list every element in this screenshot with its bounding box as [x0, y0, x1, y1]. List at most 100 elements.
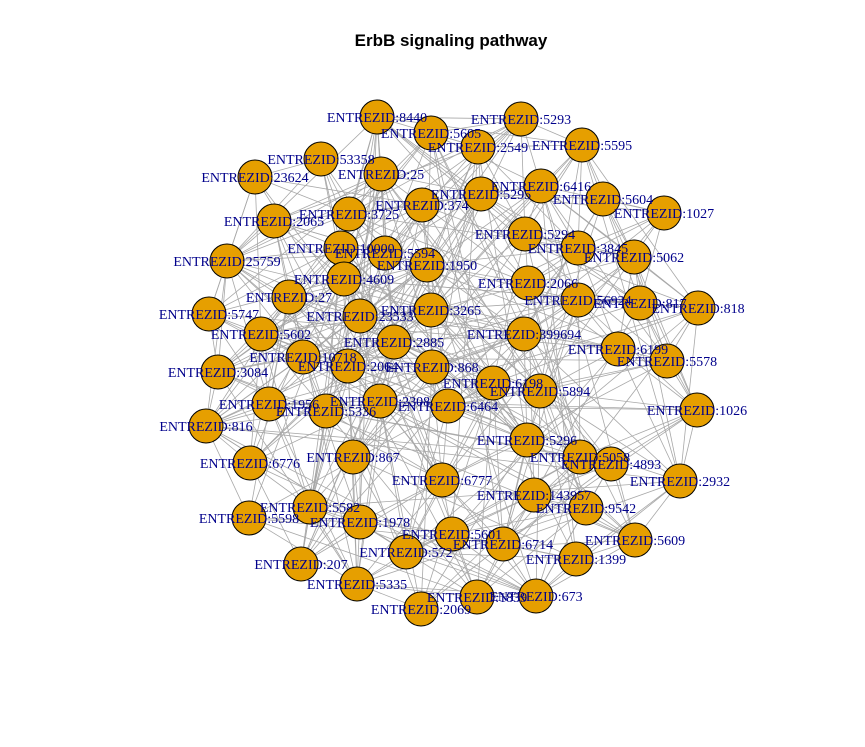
edge [405, 539, 636, 553]
node-label: ENTREZID:9542 [536, 502, 636, 517]
node-label: ENTREZID:2065 [224, 215, 324, 230]
network-node [243, 316, 279, 352]
node-label: ENTREZID:5609 [585, 534, 685, 549]
network-node [568, 490, 604, 526]
network-node [593, 446, 629, 482]
network-node [522, 373, 558, 409]
node-label: ENTREZID:868 [385, 361, 478, 376]
node-label: ENTREZID:2066 [478, 277, 578, 292]
edge [393, 341, 443, 481]
edge [441, 479, 587, 509]
node-label: ENTREZID:5598 [199, 512, 299, 527]
edge [540, 185, 699, 309]
node-label: ENTREZID:572 [359, 546, 452, 561]
edge [226, 213, 350, 262]
node-label: ENTREZID:5594 [335, 247, 435, 262]
node-label: ENTREZID:374 [375, 199, 468, 214]
edge [356, 583, 537, 597]
network-node [367, 235, 403, 271]
network-node [292, 489, 328, 525]
network-node [463, 176, 499, 212]
network-node [509, 422, 545, 458]
edge [226, 116, 378, 262]
node-label: ENTREZID:5582 [260, 501, 360, 516]
network-node [200, 354, 236, 390]
network-node [413, 292, 449, 328]
edge [309, 480, 681, 508]
edge [226, 260, 304, 358]
node-label: ENTREZID:6198 [443, 377, 543, 392]
node-label: ENTREZID:3084 [168, 366, 268, 381]
node-label: ENTREZID:5296 [477, 434, 577, 449]
network-node [616, 239, 652, 275]
edge [208, 204, 423, 315]
edge [379, 307, 699, 402]
node-label: ENTREZID:6464 [398, 400, 498, 415]
network-node [342, 504, 378, 540]
network-node [434, 516, 470, 552]
network-node [507, 216, 543, 252]
edge [384, 252, 541, 392]
edge [523, 333, 587, 509]
edge [376, 116, 522, 120]
node-label: ENTREZID:5294 [475, 228, 575, 243]
network-node [646, 195, 682, 231]
node-label: ENTREZID:23624 [201, 171, 308, 186]
network-node [209, 243, 245, 279]
network-node [585, 181, 621, 217]
node-label: ENTREZID:25 [338, 168, 424, 183]
edge [539, 360, 668, 392]
edge [441, 382, 494, 481]
edge [430, 233, 526, 311]
edge [226, 247, 342, 262]
edge [420, 439, 528, 610]
edge [208, 313, 619, 350]
edge [205, 341, 395, 427]
edge [309, 341, 395, 508]
node-label: ENTREZID:53358 [267, 153, 374, 168]
edge [226, 173, 382, 262]
edge [340, 247, 528, 441]
edge [617, 348, 681, 482]
edge [254, 176, 423, 206]
node-label: ENTREZID:56924 [524, 294, 631, 309]
edge [430, 185, 542, 311]
node-label: ENTREZID:5062 [584, 251, 684, 266]
edge [268, 264, 428, 405]
edge [540, 185, 577, 560]
edge [254, 176, 262, 335]
node-label: ENTREZID:4609 [294, 273, 394, 288]
network-node [503, 101, 539, 137]
edge [426, 247, 579, 266]
node-label: ENTREZID:10718 [249, 351, 356, 366]
network-node [459, 579, 495, 615]
network-node [413, 115, 449, 151]
edge [205, 260, 228, 427]
edge [248, 517, 478, 598]
edge [352, 456, 577, 560]
edge [226, 252, 386, 262]
edge [441, 360, 668, 481]
edge [535, 480, 681, 597]
edge [526, 299, 579, 441]
network-node [560, 230, 596, 266]
network-node [558, 541, 594, 577]
edge [268, 403, 311, 508]
node-label: ENTREZID:2308 [330, 395, 430, 410]
network-node [516, 477, 552, 513]
edge [325, 410, 443, 481]
edge [480, 193, 665, 214]
network-node [330, 348, 366, 384]
network-node [600, 331, 636, 367]
edge [492, 256, 635, 384]
edge [348, 213, 529, 284]
node-label: ENTREZID:6199 [568, 343, 668, 358]
network-node [359, 99, 395, 135]
edge [492, 198, 604, 384]
network-node [251, 386, 287, 422]
network-node [523, 168, 559, 204]
edge [492, 382, 504, 545]
node-label: ENTREZID:673 [489, 590, 582, 605]
edge [356, 400, 381, 585]
node-label: ENTREZID:3845 [528, 242, 628, 257]
